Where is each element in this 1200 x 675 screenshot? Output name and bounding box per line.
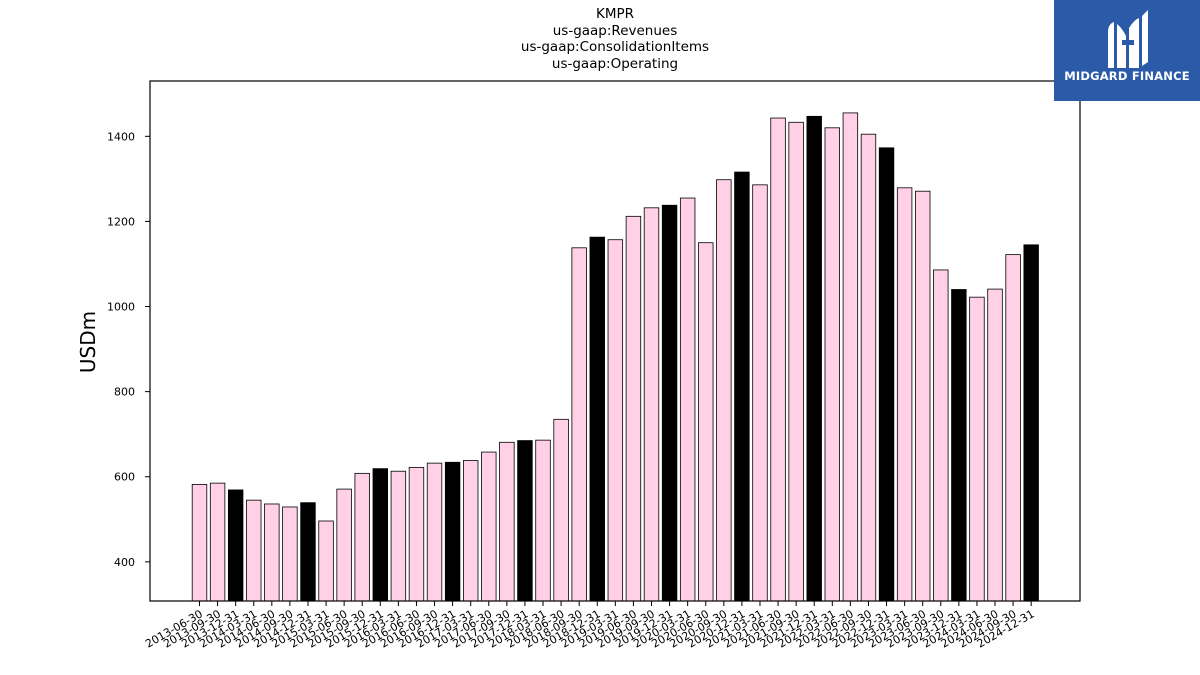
chart-title-line-4: us-gaap:Operating — [551, 55, 679, 72]
bar-2014-06-30 — [264, 503, 280, 602]
y-tick-label: 1200 — [107, 215, 135, 228]
bar-2023-03-31 — [896, 187, 913, 602]
bar-2018-09-30 — [571, 247, 587, 602]
bar-2015-06-30 — [336, 488, 352, 602]
y-tick-label: 1400 — [107, 130, 135, 143]
bar-2017-12-31 — [517, 440, 533, 602]
bar-2016-09-30 — [426, 462, 443, 602]
bar-2022-12-31 — [878, 147, 895, 602]
bar-2024-12-31 — [1023, 244, 1039, 602]
bar-2020-06-30 — [698, 242, 714, 602]
bar-2019-12-31 — [661, 204, 678, 602]
y-axis-label: USDm — [76, 311, 100, 373]
bar-2015-12-31 — [372, 468, 389, 602]
bar-2023-06-30 — [915, 190, 931, 602]
bars-group — [191, 112, 1039, 602]
y-tick-label: 400 — [114, 556, 135, 569]
bar-2013-06-30 — [191, 483, 208, 602]
plot-frame — [149, 80, 1081, 602]
bar-2017-06-30 — [481, 451, 497, 602]
bar-2023-12-31 — [951, 289, 967, 602]
bar-2017-03-31 — [462, 460, 479, 602]
chart-title-line-3: us-gaap:ConsolidationItems — [520, 39, 710, 55]
y-axis: 400 600 800 1000 1200 1400 — [107, 130, 150, 569]
bar-2022-09-30 — [860, 133, 877, 602]
logo-mark-icon — [1108, 10, 1148, 68]
y-tick-label: 600 — [114, 471, 135, 484]
y-tick-label: 1000 — [107, 301, 135, 314]
chart-title-line-2: us-gaap:Revenues — [552, 22, 678, 39]
bar-2022-06-30 — [842, 112, 859, 602]
bar-2014-12-31 — [300, 502, 316, 602]
bar-2020-09-30 — [716, 179, 732, 602]
bar-2019-06-30 — [625, 215, 642, 602]
logo-text: MIDGARD FINANCE — [1064, 69, 1190, 83]
bar-2018-03-31 — [535, 439, 551, 602]
bar-2022-03-31 — [824, 127, 841, 602]
bar-2013-12-31 — [227, 489, 244, 602]
bar-2013-09-30 — [209, 482, 226, 602]
bar-2024-06-30 — [987, 288, 1003, 602]
bar-2018-12-31 — [589, 236, 605, 602]
bar-2021-12-31 — [806, 115, 822, 602]
bar-2014-03-31 — [246, 499, 262, 602]
bar-2021-09-30 — [788, 121, 804, 602]
bar-2016-12-31 — [444, 461, 461, 602]
y-tick-label: 800 — [114, 386, 135, 399]
brand-logo: MIDGARD FINANCE — [1054, 0, 1200, 101]
bar-2017-09-30 — [499, 441, 515, 602]
chart-title: KMPR us-gaap:Revenues us-gaap:Consolidat… — [150, 6, 1080, 72]
bar-2021-03-31 — [752, 184, 768, 602]
chart-title-line-1: KMPR — [595, 6, 635, 22]
bar-2021-06-30 — [770, 117, 786, 602]
bar-2015-03-31 — [318, 520, 334, 602]
bar-2020-12-31 — [734, 171, 750, 602]
x-axis: 2013-06-302013-09-302013-12-312014-03-31… — [143, 601, 1037, 651]
bar-2016-06-30 — [408, 466, 425, 602]
bar-2016-03-31 — [390, 470, 407, 602]
bar-2014-09-30 — [282, 506, 298, 602]
bar-2019-09-30 — [643, 207, 660, 602]
bar-2024-03-31 — [969, 296, 985, 602]
bar-2018-06-30 — [553, 418, 569, 602]
bar-2019-03-31 — [607, 239, 624, 602]
bar-2024-09-30 — [1005, 254, 1021, 602]
bar-2020-03-31 — [679, 197, 696, 602]
bar-2023-09-30 — [933, 269, 949, 602]
bar-2015-09-30 — [354, 472, 370, 602]
